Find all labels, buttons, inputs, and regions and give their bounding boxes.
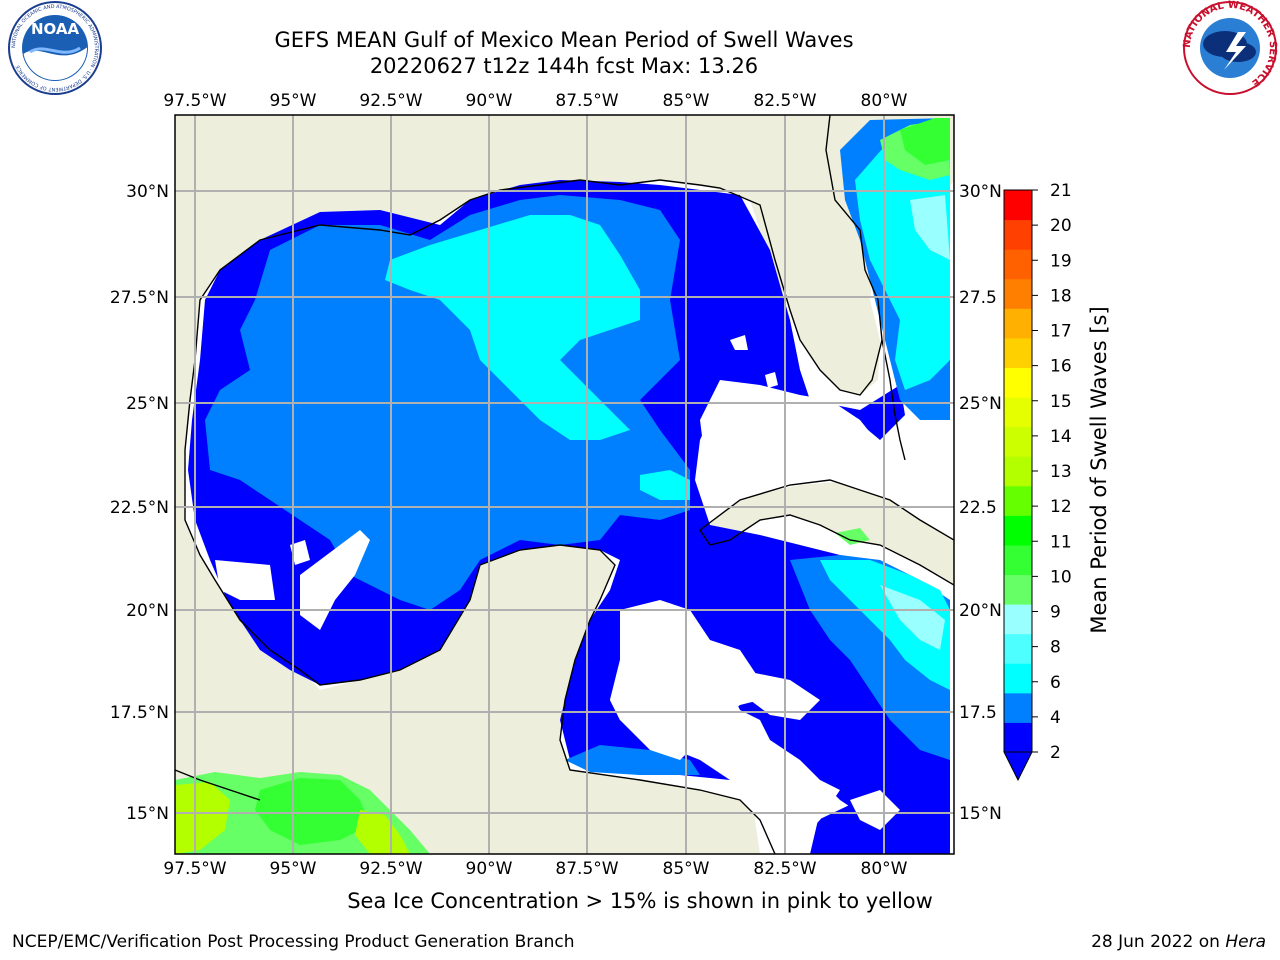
colorbar-swatch <box>1004 219 1032 250</box>
lon-label-bottom: 80°W <box>861 859 908 879</box>
colorbar-tick-label: 2 <box>1050 743 1061 763</box>
graticule <box>175 115 954 854</box>
colorbar-tick-label: 9 <box>1050 603 1061 623</box>
colorbar-tick-label: 19 <box>1050 251 1072 271</box>
colorbar-tick-label: 15 <box>1050 392 1072 412</box>
footer-date-text: 28 Jun 2022 on <box>1091 932 1226 952</box>
colorbar-tick-label: 18 <box>1050 286 1072 306</box>
lat-label-left: 22.5°N <box>110 498 169 518</box>
colorbar-swatch <box>1004 278 1032 309</box>
colorbar-swatch <box>1004 337 1032 368</box>
lon-label-top: 95°W <box>270 91 317 111</box>
lat-label-left: 27.5°N <box>110 288 169 308</box>
coastline-gulf <box>184 115 883 854</box>
lon-label-top: 87.5°W <box>555 91 618 111</box>
lon-label-bottom: 90°W <box>466 859 513 879</box>
colorbar-extend-arrow <box>1003 751 1033 782</box>
footer-machine: Hera <box>1225 932 1266 952</box>
colorbar-tick-label: 4 <box>1050 708 1061 728</box>
lat-label-right: 17.5 <box>959 703 997 723</box>
colorbar-swatch <box>1004 485 1032 516</box>
colorbar-swatch <box>1004 190 1032 221</box>
lat-label-right: 30°N <box>959 182 1002 202</box>
nws-logo: NATIONAL WEATHER SERVICE <box>1182 0 1278 95</box>
colorbar-swatch <box>1004 249 1032 280</box>
noaa-logo: NOAA NATIONAL OCEANIC AND ATMOSPHERIC AD… <box>8 1 102 95</box>
coastline <box>175 115 954 854</box>
lat-label-left: 17.5°N <box>110 703 169 723</box>
colorbar-swatch <box>1004 722 1032 753</box>
coastline-atlantic <box>881 339 906 461</box>
colorbar-swatch <box>1004 456 1032 487</box>
lat-label-right: 22.5 <box>959 498 997 518</box>
swell-10-11s <box>255 118 950 845</box>
lon-label-top: 90°W <box>466 91 513 111</box>
colorbar-tick-label: 12 <box>1050 497 1072 517</box>
lon-label-bottom: 97.5°W <box>163 859 226 879</box>
lat-label-right: 27.5 <box>959 288 997 308</box>
colorbar-tick-label: 21 <box>1050 181 1072 201</box>
lat-label-right: 15°N <box>959 804 1002 824</box>
lat-label-left: 15°N <box>126 804 169 824</box>
lat-label-left: 30°N <box>126 182 169 202</box>
lat-label-left: 20°N <box>126 601 169 621</box>
swell-8-9s <box>880 195 950 650</box>
lon-label-top: 85°W <box>663 91 710 111</box>
colorbar-swatch <box>1004 426 1032 457</box>
colorbar-swatch <box>1004 397 1032 428</box>
colorbar-tick-label: 10 <box>1050 567 1072 587</box>
colorbar-tick-label: 17 <box>1050 322 1072 342</box>
lat-label-right: 25°N <box>959 394 1002 414</box>
map-title: GEFS MEAN Gulf of Mexico Mean Period of … <box>274 28 854 52</box>
lon-label-top: 82.5°W <box>753 91 816 111</box>
colorbar-tick-label: 14 <box>1050 427 1072 447</box>
lon-label-bottom: 95°W <box>270 859 317 879</box>
colorbar-swatch <box>1004 544 1032 576</box>
colorbar-tick-label: 13 <box>1050 462 1072 482</box>
colorbar-swatch <box>1004 515 1032 546</box>
lon-label-bottom: 82.5°W <box>753 859 816 879</box>
footer-producer: NCEP/EMC/Verification Post Processing Pr… <box>12 932 575 952</box>
lon-label-bottom: 85°W <box>663 859 710 879</box>
colorbar <box>1003 189 1033 782</box>
coastline-cuba <box>699 479 954 586</box>
lon-label-bottom: 87.5°W <box>555 859 618 879</box>
sea-ice-caption: Sea Ice Concentration > 15% is shown in … <box>347 889 933 913</box>
colorbar-tick-label: 20 <box>1050 216 1072 236</box>
colorbar-swatch <box>1004 308 1032 339</box>
colorbar-swatch <box>1004 574 1032 605</box>
lon-label-top: 97.5°W <box>163 91 226 111</box>
footer-date: 28 Jun 2022 on Hera <box>1091 932 1266 952</box>
lon-label-bottom: 92.5°W <box>359 859 422 879</box>
colorbar-label: Mean Period of Swell Waves [s] <box>1087 306 1111 633</box>
colorbar-swatch <box>1004 604 1032 635</box>
colorbar-tick-label: 11 <box>1050 532 1072 552</box>
lon-label-top: 92.5°W <box>359 91 422 111</box>
noaa-logo-text: NOAA <box>31 20 80 38</box>
colorbar-swatch <box>1004 692 1032 723</box>
lon-label-top: 80°W <box>861 91 908 111</box>
map-frame <box>174 114 955 855</box>
colorbar-tick-label: 6 <box>1050 673 1061 693</box>
lat-label-left: 25°N <box>126 394 169 414</box>
swell-12-13s <box>175 782 410 854</box>
lat-label-right: 20°N <box>959 601 1002 621</box>
colorbar-tick-label: 16 <box>1050 357 1072 377</box>
colorbar-swatch <box>1004 367 1032 398</box>
colorbar-ticks: 2 4 6 8 9 10 11 12 13 14 15 16 17 18 19 20 21 <box>1032 181 1072 763</box>
map-subtitle: 20220627 t12z 144h fcst Max: 13.26 <box>369 54 759 78</box>
colorbar-tick-label: 8 <box>1050 638 1061 658</box>
colorbar-swatch <box>1004 663 1032 694</box>
colorbar-swatch <box>1004 633 1032 664</box>
coastline-pacific <box>175 769 261 801</box>
